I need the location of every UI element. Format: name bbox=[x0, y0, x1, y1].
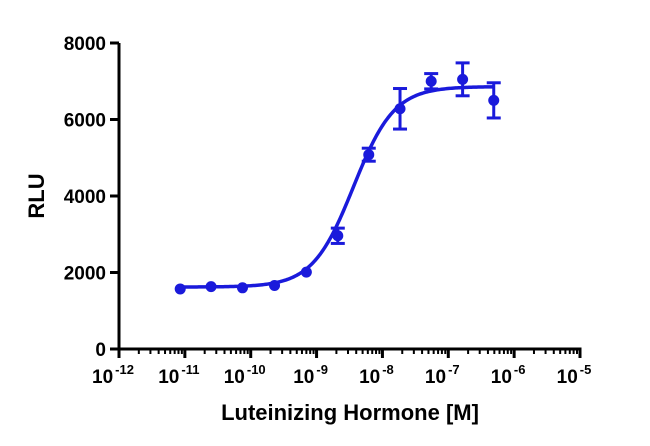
data-point bbox=[457, 73, 469, 85]
x-tick-label: 10 -11 bbox=[158, 362, 199, 388]
x-axis-title: Luteinizing Hormone [M] bbox=[221, 400, 479, 425]
fit-curve-layer bbox=[179, 85, 495, 289]
x-tick-base: 10 bbox=[293, 367, 314, 388]
x-tick-exponent: -8 bbox=[382, 362, 394, 377]
y-tick-label: 4000 bbox=[64, 187, 106, 208]
x-tick-label: 10 -12 bbox=[92, 362, 134, 388]
fit-curve bbox=[179, 85, 495, 289]
x-tick-exponent: -7 bbox=[448, 362, 460, 377]
data-point bbox=[174, 283, 186, 295]
x-tick-base: 10 bbox=[491, 367, 512, 388]
data-point bbox=[425, 75, 437, 87]
data-point bbox=[363, 149, 375, 161]
x-tick-label: 10 -8 bbox=[359, 362, 394, 388]
x-tick-base: 10 bbox=[359, 367, 380, 388]
y-tick-label: 0 bbox=[95, 340, 106, 361]
x-tick-exponent: -6 bbox=[514, 362, 526, 377]
x-tick-exponent: -9 bbox=[316, 362, 328, 377]
x-tick-exponent: -12 bbox=[115, 362, 134, 377]
y-tick-label: 6000 bbox=[64, 111, 106, 132]
data-point bbox=[236, 282, 248, 294]
x-tick-base: 10 bbox=[92, 367, 113, 388]
data-point bbox=[205, 281, 217, 293]
y-tick-label: 8000 bbox=[64, 34, 106, 55]
data-point bbox=[394, 103, 406, 115]
data-points-layer bbox=[174, 61, 501, 295]
x-tick-base: 10 bbox=[557, 367, 578, 388]
x-tick-label: 10 -10 bbox=[224, 362, 266, 388]
x-tick-base: 10 bbox=[224, 367, 245, 388]
y-axis-title: RLU bbox=[24, 173, 49, 218]
data-point bbox=[269, 280, 281, 292]
x-tick-base: 10 bbox=[158, 367, 179, 388]
y-tick-label: 2000 bbox=[64, 264, 106, 285]
x-tick-label: 10 -6 bbox=[491, 362, 526, 388]
data-point bbox=[488, 94, 500, 106]
x-tick-label: 10 -7 bbox=[425, 362, 460, 388]
data-point bbox=[300, 266, 312, 278]
data-point bbox=[332, 230, 344, 242]
x-tick-base: 10 bbox=[425, 367, 446, 388]
x-tick-exponent: -11 bbox=[181, 362, 199, 377]
x-tick-exponent: -5 bbox=[580, 362, 592, 377]
x-tick-label: 10 -5 bbox=[557, 362, 592, 388]
x-tick-label: 10 -9 bbox=[293, 362, 328, 388]
x-tick-exponent: -10 bbox=[247, 362, 266, 377]
